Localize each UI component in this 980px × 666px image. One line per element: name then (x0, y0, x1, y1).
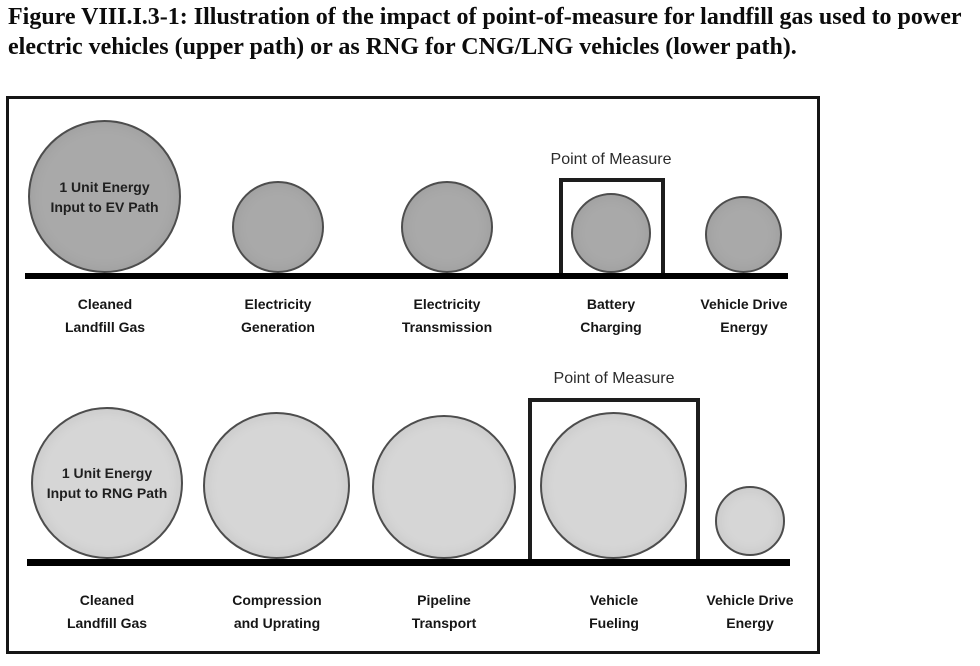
stage-label-battery-charging: Battery Charging (536, 293, 686, 339)
stage-label-line: Cleaned (79, 592, 135, 608)
circle-compression-and-uprating (203, 412, 350, 559)
stage-label-line: Transport (411, 615, 477, 631)
circle-ev-vehicle-drive-energy (705, 196, 782, 273)
rng-input-line2: Input to RNG Path (46, 485, 168, 501)
circle-rng-vehicle-drive-energy (715, 486, 785, 556)
rng-input-line1: 1 Unit Energy (61, 465, 153, 481)
point-of-measure-label-lower: Point of Measure (553, 370, 675, 387)
stage-label-electricity-generation: Electricity Generation (203, 293, 353, 339)
circle-electricity-transmission (401, 181, 493, 273)
stage-label-line: Energy (720, 319, 768, 335)
stage-label-ev-cleaned-landfill-gas: Cleaned Landfill Gas (30, 293, 180, 339)
stage-label-line: Fueling (589, 615, 639, 631)
stage-label-line: and Uprating (233, 615, 321, 631)
stage-label-electricity-transmission: Electricity Transmission (372, 293, 522, 339)
figure-caption: Figure VIII.I.3-1: Illustration of the i… (8, 4, 962, 60)
stage-label-rng-cleaned-landfill-gas: Cleaned Landfill Gas (32, 589, 182, 635)
stage-label-line: Pipeline (417, 592, 471, 608)
circle-pipeline-transport (372, 415, 516, 559)
stage-label-line: Generation (241, 319, 315, 335)
ground-line-lower (27, 559, 790, 566)
stage-label-line: Landfill Gas (66, 615, 148, 631)
stage-label-line: Cleaned (77, 296, 133, 312)
point-of-measure-label-upper: Point of Measure (550, 151, 672, 168)
stage-label-line: Transmission (401, 319, 493, 335)
stage-label-ev-vehicle-drive-energy: Vehicle Drive Energy (669, 293, 819, 339)
circle-battery-charging (571, 193, 651, 273)
ev-input-line1: 1 Unit Energy (59, 178, 150, 195)
stage-label-line: Battery (586, 296, 636, 312)
circle-rng-cleaned-landfill-gas: 1 Unit Energy Input to RNG Path (31, 407, 183, 559)
ev-input-line2: Input to EV Path (50, 198, 159, 215)
stage-label-line: Vehicle Drive (706, 592, 794, 608)
stage-label-line: Compression (232, 592, 322, 608)
circle-electricity-generation (232, 181, 324, 273)
ground-line-upper (25, 273, 788, 279)
stage-label-line: Vehicle Drive (700, 296, 788, 312)
circle-vehicle-fueling (540, 412, 687, 559)
stage-label-line: Electricity (244, 296, 312, 312)
figure-box: Point of Measure 1 Unit Energy Input to … (6, 96, 820, 654)
stage-label-compression-and-uprating: Compression and Uprating (202, 589, 352, 635)
stage-label-line: Charging (580, 319, 642, 335)
stage-label-line: Electricity (413, 296, 481, 312)
stage-label-rng-vehicle-drive-energy: Vehicle Drive Energy (675, 589, 825, 635)
stage-label-line: Vehicle (589, 592, 639, 608)
circle-ev-cleaned-landfill-gas: 1 Unit Energy Input to EV Path (28, 120, 181, 273)
stage-label-vehicle-fueling: Vehicle Fueling (539, 589, 689, 635)
stage-label-pipeline-transport: Pipeline Transport (369, 589, 519, 635)
stage-label-line: Energy (726, 615, 774, 631)
stage-label-line: Landfill Gas (64, 319, 146, 335)
